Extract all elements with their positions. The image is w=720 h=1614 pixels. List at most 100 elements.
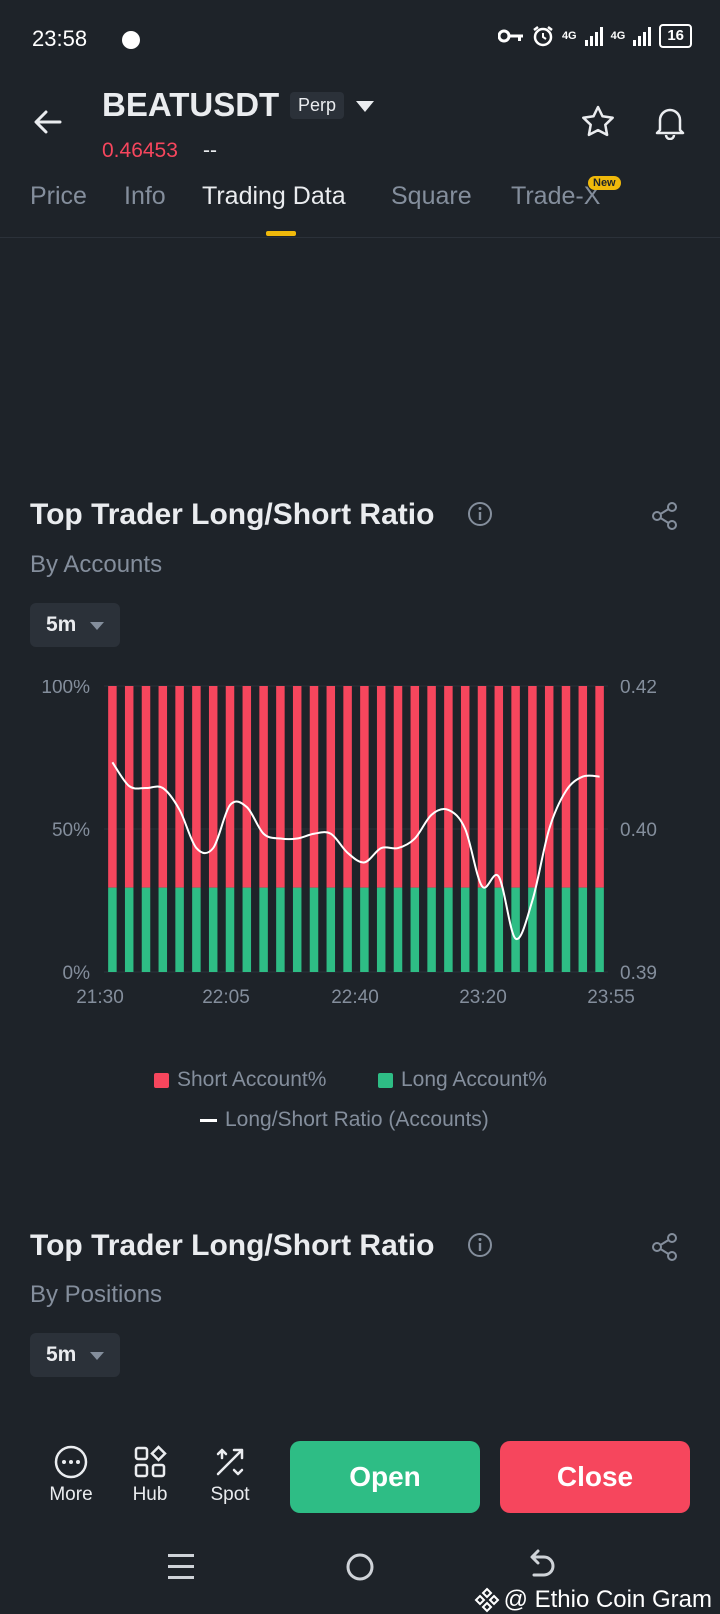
legend-label-ratio: Long/Short Ratio (Accounts) (225, 1108, 489, 1131)
legend-short: Short Account% (154, 1068, 326, 1092)
bar-long (460, 887, 470, 972)
header-divider (0, 237, 720, 238)
contract-type-badge: Perp (290, 92, 345, 119)
section-title-accounts: Top Trader Long/Short Ratio (30, 498, 435, 531)
x-axis-tick: 22:05 (202, 987, 250, 1008)
symbol-title[interactable]: BEATUSDT (102, 86, 280, 123)
bar-long (544, 887, 554, 972)
bar-long (360, 887, 369, 972)
bar-short (578, 686, 588, 888)
x-axis-tick: 21:30 (76, 987, 124, 1008)
bar-short (376, 686, 386, 888)
bar-long (494, 887, 504, 972)
bar-long (225, 887, 235, 972)
notification-dot-icon (122, 31, 140, 49)
interval-label: 5m (46, 613, 77, 636)
legend-long: Long Account% (378, 1068, 547, 1092)
bar-short (108, 686, 117, 888)
status-icons: 4G 4G 16 (497, 24, 692, 48)
share-icon[interactable] (650, 501, 680, 531)
more-label: More (49, 1484, 93, 1505)
spot-button[interactable]: Spot (195, 1444, 265, 1506)
last-price: 0.46453 (102, 139, 178, 162)
bar-long (528, 887, 537, 972)
tab-price[interactable]: Price (30, 182, 87, 210)
bar-short (561, 686, 571, 888)
legend-label-long: Long Account% (401, 1068, 547, 1091)
alarm-icon (533, 26, 553, 47)
info-icon-positions[interactable] (467, 1232, 493, 1258)
bar-long (141, 887, 151, 972)
bar-long (326, 887, 336, 972)
legend-ratio: Long/Short Ratio (Accounts) (200, 1108, 489, 1132)
tab-info[interactable]: Info (124, 182, 166, 210)
bar-short (511, 686, 520, 888)
bar-short (141, 686, 151, 888)
bar-short (158, 686, 168, 888)
bar-short (309, 686, 319, 888)
bar-long (259, 887, 268, 972)
back-arrow-icon[interactable] (30, 104, 66, 140)
more-button[interactable]: More (36, 1444, 106, 1506)
active-tab-indicator (266, 231, 296, 236)
bar-short (242, 686, 252, 888)
bar-long (410, 887, 420, 972)
hub-button[interactable]: Hub (115, 1444, 185, 1506)
bar-short (528, 686, 537, 888)
bar-long (511, 887, 520, 972)
x-axis-tick: 22:40 (331, 987, 379, 1008)
hub-grid-icon (134, 1445, 167, 1478)
tab-square[interactable]: Square (391, 182, 472, 210)
back-nav-icon[interactable] (530, 1549, 555, 1577)
home-icon[interactable] (346, 1553, 374, 1581)
bar-long (158, 887, 168, 972)
bar-long (175, 887, 184, 972)
bar-short (292, 686, 302, 888)
status-time: 23:58 (32, 26, 88, 51)
right-axis-tick: 0.40 (620, 820, 657, 841)
bar-long (561, 887, 571, 972)
watermark: @ Ethio Coin Gram (474, 1586, 712, 1614)
left-axis-tick: 0% (63, 963, 91, 984)
bell-icon[interactable] (652, 104, 688, 140)
price-change: -- (203, 139, 217, 162)
share-icon-positions[interactable] (650, 1232, 680, 1262)
bar-long (376, 887, 386, 972)
hub-label: Hub (132, 1484, 168, 1505)
section-title-positions: Top Trader Long/Short Ratio (30, 1229, 435, 1262)
key-icon (497, 29, 523, 43)
bar-short (208, 686, 218, 888)
left-axis-tick: 100% (41, 680, 90, 698)
bar-short (494, 686, 504, 888)
bar-short (477, 686, 487, 888)
symbol-dropdown-icon[interactable] (356, 101, 374, 112)
bar-short (225, 686, 235, 888)
bar-long (292, 887, 302, 972)
system-navigation-bar (168, 1549, 555, 1581)
network-type-1: 4G (561, 30, 577, 42)
interval-select-positions[interactable]: 5m (30, 1333, 120, 1377)
tab-trading-data[interactable]: Trading Data (202, 182, 346, 210)
interval-select-accounts[interactable]: 5m (30, 603, 120, 647)
tab-trade-x[interactable]: Trade-X (511, 182, 601, 210)
recent-apps-icon[interactable] (168, 1554, 194, 1579)
watermark-logo-icon (474, 1587, 499, 1613)
bar-short (544, 686, 554, 888)
bar-short (276, 686, 285, 888)
info-icon[interactable] (467, 501, 493, 527)
bar-long (276, 887, 285, 972)
spot-swap-icon (216, 1448, 244, 1476)
open-position-button[interactable]: Open (290, 1441, 480, 1513)
favorite-star-icon[interactable] (580, 104, 616, 140)
bar-long (427, 887, 436, 972)
bar-short (595, 686, 604, 888)
more-dots-icon (54, 1445, 88, 1479)
close-position-button[interactable]: Close (500, 1441, 690, 1513)
bar-long (393, 887, 403, 972)
interval-label-positions: 5m (46, 1343, 77, 1366)
bar-long (192, 887, 201, 972)
bar-long (595, 887, 604, 972)
bar-short (343, 686, 352, 888)
section-subtitle-accounts: By Accounts (30, 551, 163, 578)
long-short-chart: 100% 50% 0% 0.42 0.40 0.39 21:30 22:05 22:40 23:2… (41, 680, 657, 1008)
